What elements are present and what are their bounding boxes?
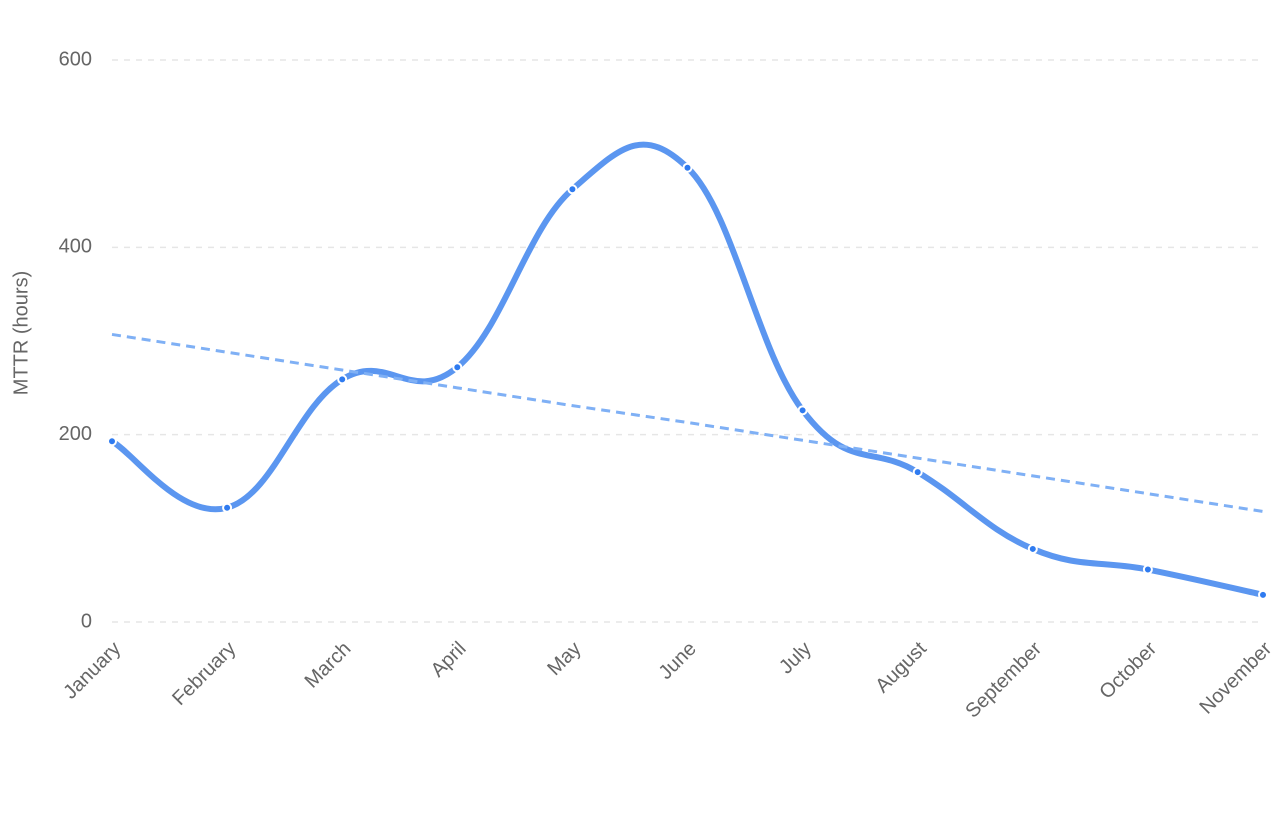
y-axis-label: MTTR (hours) (10, 271, 32, 395)
data-point (1027, 543, 1038, 554)
x-tick-label: April (427, 638, 471, 682)
data-point (567, 184, 578, 195)
data-point (1142, 564, 1153, 575)
data-point (222, 502, 233, 513)
x-tick-label: July (775, 638, 816, 679)
x-tick-label: June (655, 638, 701, 684)
y-tick-label: 400 (59, 236, 92, 258)
data-point (797, 405, 808, 416)
x-tick-label: November (1195, 637, 1276, 718)
data-point (452, 362, 463, 373)
trend-line (111, 332, 1264, 513)
data-point (1258, 589, 1268, 600)
x-tick-label: September (961, 637, 1046, 722)
x-tick-label: August (871, 637, 931, 697)
x-tick-label: March (301, 638, 356, 693)
x-tick-label: October (1095, 637, 1161, 703)
y-tick-label: 600 (59, 48, 92, 70)
x-tick-label: January (59, 638, 125, 704)
data-point (337, 374, 348, 385)
data-point (682, 162, 693, 173)
x-tick-label: May (543, 638, 585, 680)
data-line (109, 141, 1266, 598)
data-point (107, 436, 117, 447)
data-point (912, 467, 923, 478)
y-tick-label: 0 (81, 610, 92, 632)
y-tick-label: 200 (59, 423, 92, 445)
x-tick-label: February (168, 638, 240, 710)
